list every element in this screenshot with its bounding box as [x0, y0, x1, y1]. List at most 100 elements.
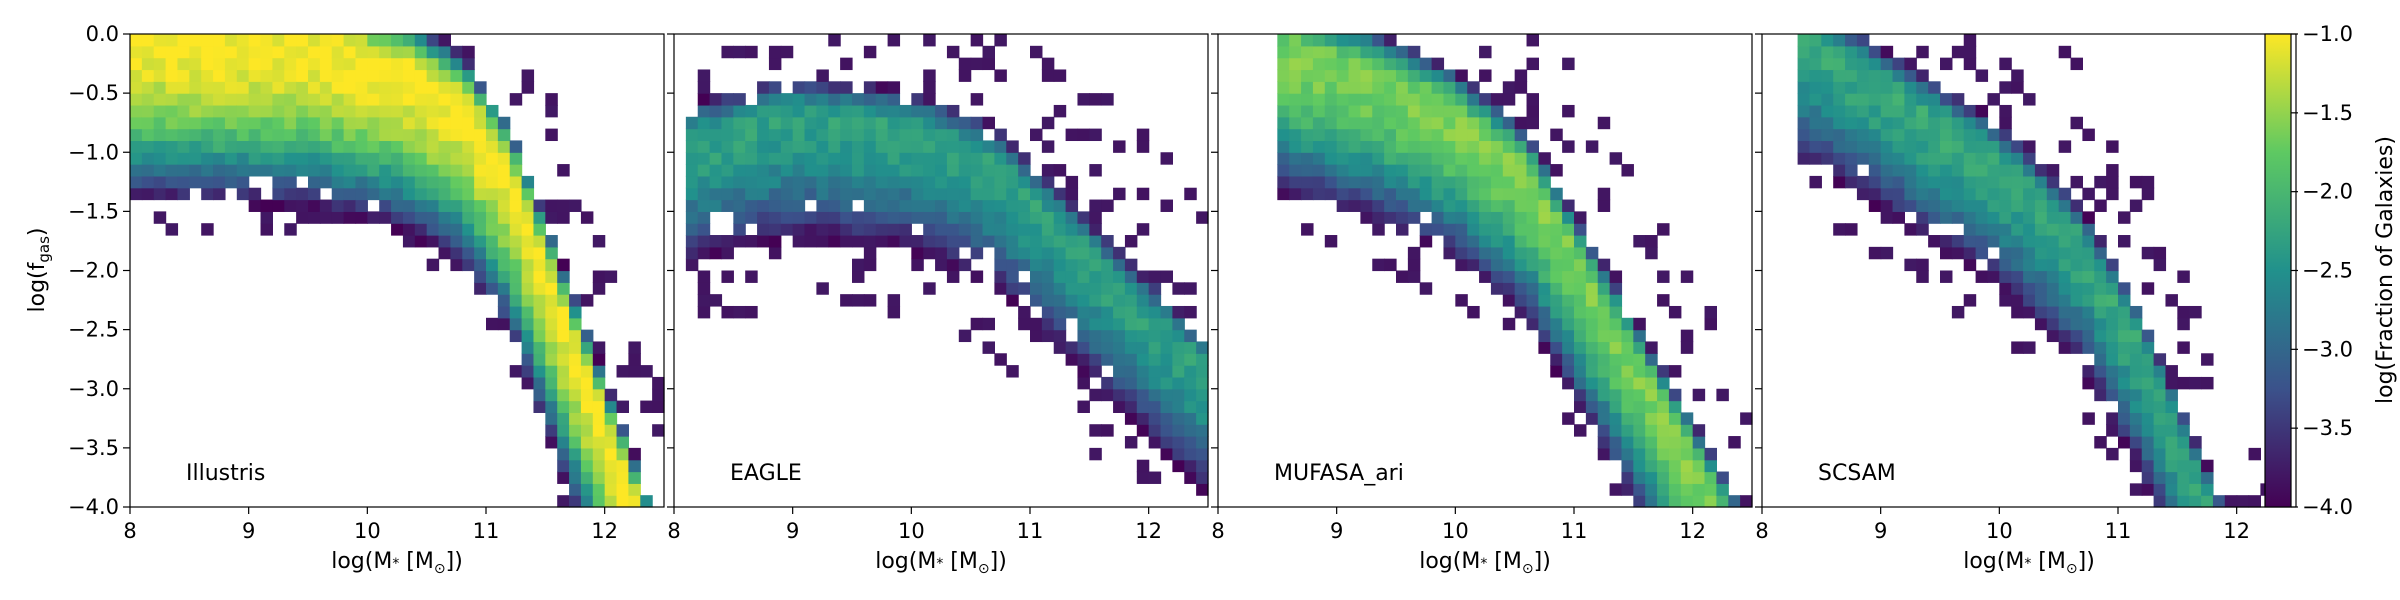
heatmap-cell: [1657, 424, 1670, 437]
heatmap-cell: [1951, 187, 1965, 201]
heatmap-cell: [1597, 436, 1611, 449]
heatmap-cell: [2129, 412, 2143, 425]
heatmap-cell: [911, 164, 924, 177]
heatmap-cell: [1526, 317, 1539, 331]
heatmap-cell: [1277, 34, 1290, 47]
heatmap-cell: [2141, 447, 2155, 461]
heatmap-cell: [224, 140, 238, 153]
heatmap-cell: [569, 353, 582, 366]
heatmap-cell: [414, 45, 428, 59]
heatmap-cell: [2201, 459, 2214, 473]
heatmap-cell: [1172, 376, 1185, 390]
heatmap-cell: [1538, 294, 1551, 307]
heatmap-cell: [153, 140, 167, 153]
heatmap-cell: [733, 187, 746, 201]
heatmap-cell: [863, 116, 877, 130]
heatmap-cell: [1502, 317, 1516, 331]
heatmap-cell: [1467, 81, 1480, 94]
heatmap-cell: [1089, 223, 1102, 236]
heatmap-cell: [1431, 116, 1445, 130]
heatmap-cell: [272, 164, 285, 177]
heatmap-cell: [1289, 116, 1302, 130]
heatmap-cell: [887, 116, 901, 130]
heatmap-cell: [2082, 258, 2095, 272]
heatmap-cell: [2094, 317, 2107, 331]
heatmap-cell: [1113, 305, 1126, 319]
heatmap-cell: [1490, 152, 1504, 165]
heatmap-cell: [828, 235, 841, 248]
heatmap-cell: [1479, 175, 1492, 189]
heatmap-cell: [1018, 246, 1031, 260]
heatmap-cell: [1041, 282, 1055, 295]
heatmap-cell: [1360, 104, 1373, 118]
heatmap-cell: [1797, 93, 1811, 106]
heatmap-cell: [685, 128, 699, 142]
heatmap-cell: [1633, 400, 1646, 413]
heatmap-cell: [1502, 235, 1516, 248]
heatmap-cell: [1892, 128, 1905, 142]
heatmap-cell: [1821, 45, 1834, 59]
heatmap-cell: [1277, 104, 1290, 118]
heatmap-cell: [816, 187, 829, 201]
heatmap-cell: [1113, 341, 1126, 354]
heatmap-cell: [1562, 57, 1575, 71]
heatmap-cell: [899, 164, 912, 177]
heatmap-cell: [1289, 81, 1302, 94]
heatmap-cell: [1136, 317, 1150, 331]
heatmap-cell: [2141, 436, 2155, 449]
heatmap-cell: [1880, 93, 1894, 106]
heatmap-cell: [1502, 223, 1516, 236]
heatmap-cell: [1312, 175, 1326, 189]
heatmap-cell: [946, 164, 960, 177]
heatmap-cell: [780, 45, 794, 59]
heatmap-cell: [1348, 81, 1361, 94]
heatmap-cell: [1621, 317, 1634, 331]
heatmap-cell: [2177, 436, 2190, 449]
heatmap-cell: [1148, 270, 1162, 283]
y-tick-label: −4.0: [68, 495, 119, 519]
heatmap-cell: [141, 116, 155, 130]
heatmap-cell: [1419, 282, 1433, 295]
heatmap-cell: [284, 199, 297, 212]
heatmap-cell: [509, 258, 523, 272]
heatmap-cell: [1160, 317, 1173, 331]
heatmap-cell: [141, 164, 155, 177]
heatmap-cell: [486, 128, 499, 142]
heatmap-cell: [899, 140, 912, 153]
heatmap-cell: [1006, 187, 1019, 201]
heatmap-cell: [391, 164, 404, 177]
heatmap-cell: [2201, 495, 2214, 508]
heatmap-cell: [1172, 436, 1185, 449]
y-axis-label: log(fgas): [25, 228, 53, 313]
heatmap-cell: [1053, 246, 1067, 260]
heatmap-cell: [1621, 164, 1634, 177]
heatmap-cell: [474, 258, 487, 272]
heatmap-cell: [248, 104, 262, 118]
heatmap-cell: [296, 128, 309, 142]
heatmap-cell: [1574, 329, 1587, 343]
heatmap-cell: [1892, 104, 1905, 118]
heatmap-cell: [1006, 164, 1019, 177]
heatmap-cell: [521, 175, 535, 189]
heatmap-cell: [923, 69, 936, 82]
heatmap-cell: [911, 93, 924, 106]
heatmap-cell: [1502, 199, 1516, 212]
heatmap-cell: [1455, 81, 1468, 94]
heatmap-cell: [1172, 365, 1185, 378]
heatmap-cell: [1490, 258, 1504, 272]
heatmap-cell: [745, 235, 758, 248]
heatmap-cell: [1184, 388, 1197, 402]
heatmap-cell: [1455, 258, 1468, 272]
heatmap-cell: [450, 187, 463, 201]
heatmap-cell: [923, 235, 936, 248]
heatmap-cell: [545, 376, 558, 390]
heatmap-cell: [474, 140, 487, 153]
heatmap-cell: [130, 152, 143, 165]
heatmap-cell: [462, 223, 475, 236]
heatmap-cell: [1419, 57, 1433, 71]
heatmap-cell: [592, 459, 606, 473]
heatmap-cell: [177, 164, 190, 177]
heatmap-cell: [745, 164, 758, 177]
heatmap-cell: [1467, 175, 1480, 189]
heatmap-cell: [141, 128, 155, 142]
